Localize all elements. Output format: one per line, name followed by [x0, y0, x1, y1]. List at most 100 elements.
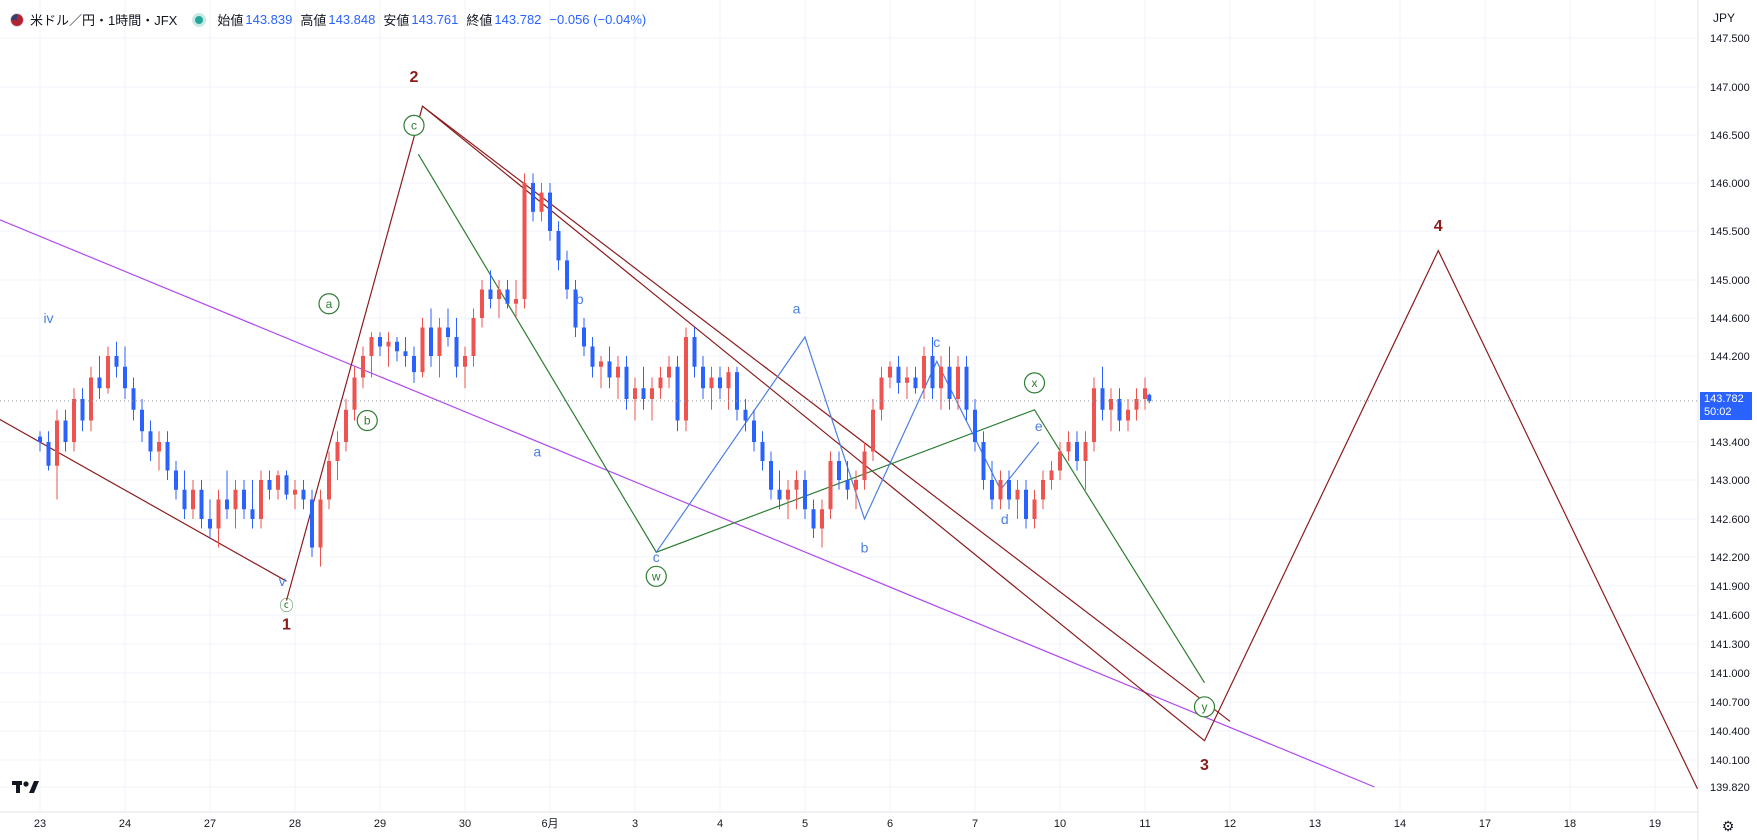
symbol-title[interactable]: 米ドル／円・1時間・JFX: [30, 13, 178, 28]
candle-body: [828, 461, 833, 510]
channel-lower: [0, 418, 287, 582]
candle-body: [182, 489, 187, 510]
candle-body: [140, 409, 144, 432]
candle-body: [344, 409, 348, 442]
market-status-icon: [195, 15, 204, 24]
high-label: 高値: [300, 13, 327, 28]
candle-body: [956, 366, 960, 399]
time-tick-label: 11: [1139, 818, 1150, 830]
candle-body: [335, 442, 340, 461]
candle-body: [947, 366, 952, 399]
candle-body: [718, 377, 722, 389]
candle-body: [395, 341, 399, 352]
wave-label: c: [411, 118, 417, 132]
candle-body: [454, 337, 459, 367]
candle-body: [106, 356, 110, 389]
price-tick-label: 147.500: [1710, 33, 1750, 45]
candle-body: [1066, 442, 1071, 452]
time-tick-label: 29: [374, 818, 386, 830]
candle-body: [522, 183, 527, 299]
candle-body: [352, 377, 357, 410]
candle-body: [616, 366, 620, 378]
candle-body: [463, 356, 467, 367]
candle-body: [743, 409, 748, 421]
candle-body: [760, 442, 765, 461]
wave-label: x: [1032, 376, 1038, 390]
candle-body: [1100, 388, 1105, 410]
time-tick-label: 19: [1649, 818, 1661, 830]
time-tick-label: 17: [1479, 818, 1491, 830]
candle-body: [242, 489, 246, 510]
wave-major-path: [285, 105, 1699, 790]
candle-body: [786, 489, 790, 500]
time-tick-label: 6月: [541, 818, 558, 830]
price-tick-label: 140.400: [1710, 726, 1750, 738]
close-label: 終値: [466, 13, 493, 28]
candle-body: [46, 442, 51, 466]
candle-body: [429, 327, 433, 356]
price-tick-label: 145.500: [1710, 226, 1750, 238]
price-tick-label: 142.200: [1710, 552, 1750, 564]
candle-body: [939, 366, 943, 389]
candle-body: [735, 372, 739, 410]
candle-body: [420, 327, 425, 373]
candle-body: [293, 489, 297, 495]
candle-body: [131, 388, 136, 410]
time-tick-label: 28: [289, 818, 301, 830]
wave-lines: [0, 105, 1699, 790]
candle-body: [89, 377, 93, 421]
currency-selector[interactable]: JPY: [1712, 11, 1735, 25]
candle-body: [539, 192, 544, 212]
price-axis[interactable]: 147.500 147.000 146.500 146.000 145.500 145.0…: [1710, 33, 1750, 794]
candle-body: [1143, 388, 1147, 399]
candle-body: [361, 356, 365, 378]
candle-body: [1058, 451, 1062, 471]
time-tick-label: 5: [802, 818, 808, 830]
price-tick-label: 141.600: [1710, 610, 1750, 622]
price-tick-label: 140.700: [1710, 697, 1750, 709]
candle-body: [148, 431, 153, 452]
channel-upper: [422, 105, 1231, 722]
candle-body: [624, 366, 629, 399]
candle-body: [675, 366, 680, 421]
high-value: 143.848: [328, 12, 376, 27]
time-axis[interactable]: 23 24 27 28 29 30 6月 3 4 5 6 7 10 11 12 13 14 17 18 19: [34, 818, 1661, 830]
candle-body: [573, 289, 578, 328]
candle-body: [1015, 489, 1020, 500]
last-price-tag: 143.782 50:02: [1700, 392, 1752, 420]
candle-body: [199, 489, 204, 519]
candle-body: [896, 366, 901, 383]
candle-body: [191, 489, 195, 510]
candle-body: [556, 231, 561, 261]
tradingview-logo-icon[interactable]: [12, 779, 42, 800]
gear-icon[interactable]: ⚙: [1721, 817, 1735, 834]
candle-body: [845, 480, 850, 490]
time-tick-label: 6: [887, 818, 893, 830]
candle-body: [97, 377, 102, 389]
candle-body: [369, 337, 374, 356]
candle-body: [1075, 442, 1079, 461]
candle-body: [1049, 470, 1054, 480]
price-tick-label: 145.000: [1710, 275, 1750, 287]
candle-body: [1024, 489, 1028, 519]
candle-body: [216, 499, 221, 529]
time-tick-label: 14: [1394, 818, 1406, 830]
candle-body: [658, 377, 663, 389]
wave-label: y: [1202, 700, 1208, 714]
candle-body: [998, 480, 1003, 500]
time-tick-label: 27: [204, 818, 216, 830]
price-tick-label: 144.600: [1710, 313, 1750, 325]
candle-body: [777, 489, 782, 500]
wave-label-circle: [403, 114, 425, 137]
wave-label: ⓒ: [280, 597, 294, 613]
wave-label: a: [793, 301, 801, 317]
candle-body: [599, 361, 603, 367]
wave-label: b: [861, 540, 869, 556]
candlesticks: [38, 173, 1152, 567]
wave-label-circle: [356, 409, 378, 432]
price-tick-label: 139.820: [1710, 782, 1750, 794]
candle-body: [607, 361, 612, 378]
candle-body: [1092, 388, 1096, 442]
candle-body: [811, 509, 816, 529]
